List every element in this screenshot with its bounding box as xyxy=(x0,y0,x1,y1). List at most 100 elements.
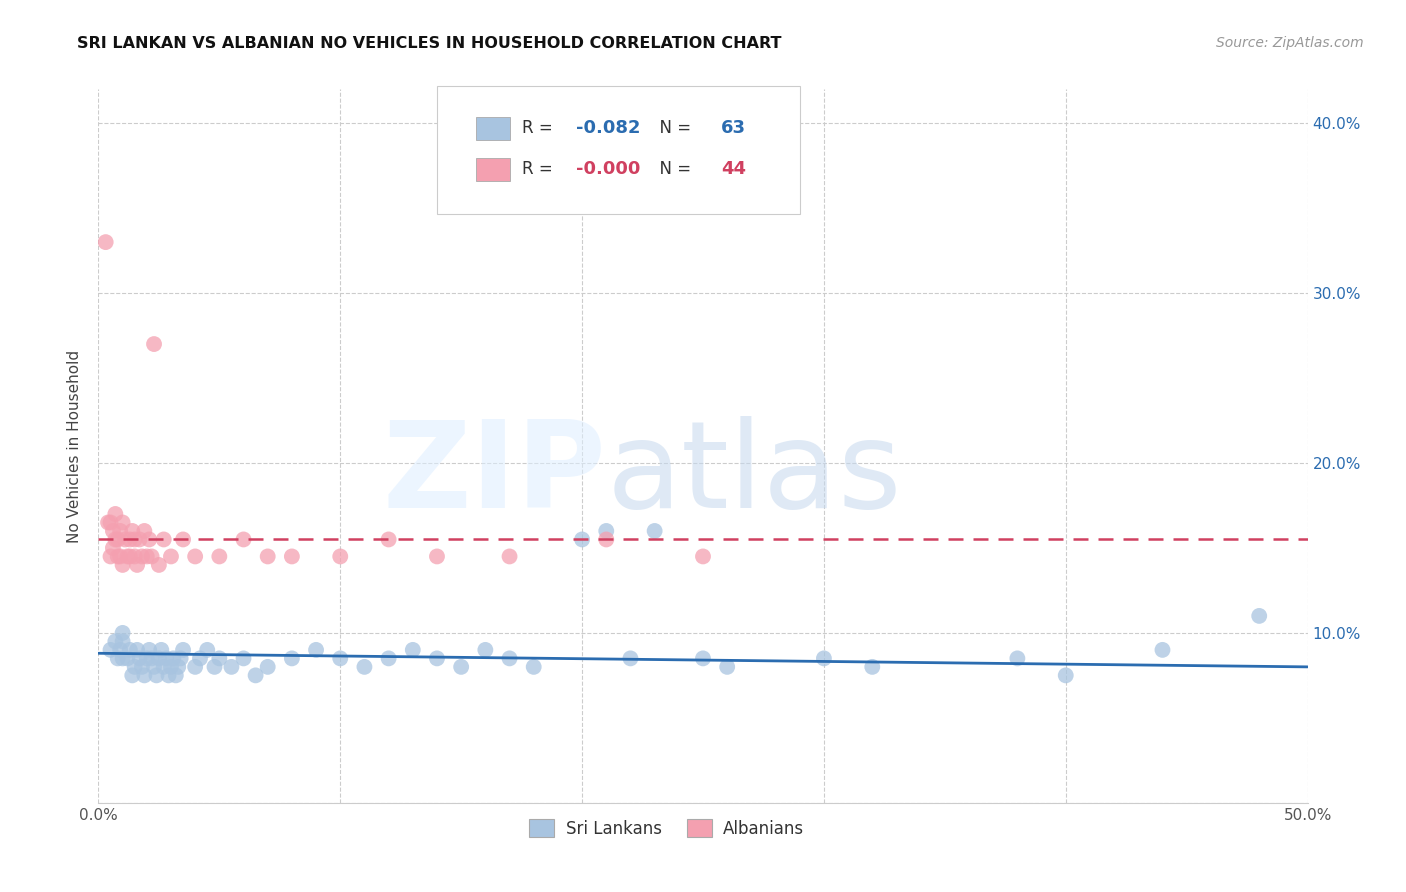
Point xyxy=(329,651,352,665)
Point xyxy=(498,549,520,564)
Point xyxy=(111,651,134,665)
Point xyxy=(281,651,304,665)
Point xyxy=(221,660,243,674)
Text: N =: N = xyxy=(648,161,696,178)
Legend: Sri Lankans, Albanians: Sri Lankans, Albanians xyxy=(523,813,811,845)
Point xyxy=(232,533,254,547)
Point xyxy=(111,516,134,530)
Point xyxy=(111,634,134,648)
Point xyxy=(498,651,520,665)
Point xyxy=(138,533,160,547)
Point xyxy=(127,558,149,572)
Point xyxy=(108,643,131,657)
Point xyxy=(107,533,129,547)
Point xyxy=(128,651,150,665)
Point xyxy=(377,651,399,665)
Point xyxy=(127,643,149,657)
Point xyxy=(353,660,375,674)
Point xyxy=(619,651,641,665)
Point xyxy=(118,549,141,564)
Point xyxy=(131,549,153,564)
Point xyxy=(305,643,328,657)
Point xyxy=(426,651,449,665)
Point xyxy=(329,549,352,564)
Point xyxy=(256,549,278,564)
Point xyxy=(117,549,139,564)
Point xyxy=(595,533,617,547)
Text: R =: R = xyxy=(522,161,558,178)
Point xyxy=(148,651,170,665)
Point xyxy=(111,626,134,640)
Point xyxy=(595,524,617,538)
FancyBboxPatch shape xyxy=(437,86,800,214)
Text: ZIP: ZIP xyxy=(382,416,606,533)
Point xyxy=(232,651,254,665)
Point xyxy=(152,660,174,674)
Point xyxy=(143,660,166,674)
Point xyxy=(117,651,139,665)
Point xyxy=(188,651,211,665)
Point xyxy=(195,643,218,657)
Point xyxy=(571,533,593,547)
Point xyxy=(1007,651,1029,665)
Point xyxy=(107,651,129,665)
Point xyxy=(134,668,156,682)
Point xyxy=(1054,668,1077,682)
Point xyxy=(121,668,143,682)
Point xyxy=(160,549,183,564)
Point xyxy=(118,533,141,547)
Point xyxy=(1152,643,1174,657)
Point xyxy=(124,660,146,674)
Point xyxy=(162,651,184,665)
Point xyxy=(184,549,207,564)
Point xyxy=(135,651,157,665)
Point xyxy=(169,651,191,665)
Point xyxy=(172,533,194,547)
Point xyxy=(121,524,143,538)
Point xyxy=(135,549,157,564)
Point xyxy=(104,634,127,648)
Point xyxy=(204,660,226,674)
Point xyxy=(208,549,231,564)
Point xyxy=(128,533,150,547)
Point xyxy=(100,516,122,530)
Point xyxy=(141,549,163,564)
Point xyxy=(104,533,127,547)
FancyBboxPatch shape xyxy=(475,158,509,180)
Point xyxy=(138,643,160,657)
Point xyxy=(281,549,304,564)
Point xyxy=(118,643,141,657)
Point xyxy=(165,668,187,682)
Point xyxy=(523,660,546,674)
Point xyxy=(167,660,190,674)
Point xyxy=(108,549,131,564)
Point xyxy=(108,524,131,538)
Point xyxy=(644,524,666,538)
Point xyxy=(143,337,166,351)
Point xyxy=(155,651,177,665)
Point xyxy=(860,660,883,674)
Point xyxy=(134,524,156,538)
Text: -0.082: -0.082 xyxy=(576,120,641,137)
Point xyxy=(692,651,714,665)
Point xyxy=(114,533,136,547)
Text: 44: 44 xyxy=(721,161,747,178)
Point xyxy=(256,660,278,674)
Point xyxy=(101,541,124,555)
Text: atlas: atlas xyxy=(606,416,901,533)
Text: Source: ZipAtlas.com: Source: ZipAtlas.com xyxy=(1216,36,1364,50)
Text: N =: N = xyxy=(648,120,696,137)
Text: SRI LANKAN VS ALBANIAN NO VEHICLES IN HOUSEHOLD CORRELATION CHART: SRI LANKAN VS ALBANIAN NO VEHICLES IN HO… xyxy=(77,36,782,51)
Point xyxy=(152,533,174,547)
Point xyxy=(402,643,425,657)
FancyBboxPatch shape xyxy=(475,117,509,140)
Point xyxy=(97,516,120,530)
Point xyxy=(124,549,146,564)
Point xyxy=(474,643,496,657)
Point xyxy=(450,660,472,674)
Point xyxy=(107,549,129,564)
Point xyxy=(100,643,122,657)
Point xyxy=(131,660,153,674)
Point xyxy=(184,660,207,674)
Point xyxy=(148,558,170,572)
